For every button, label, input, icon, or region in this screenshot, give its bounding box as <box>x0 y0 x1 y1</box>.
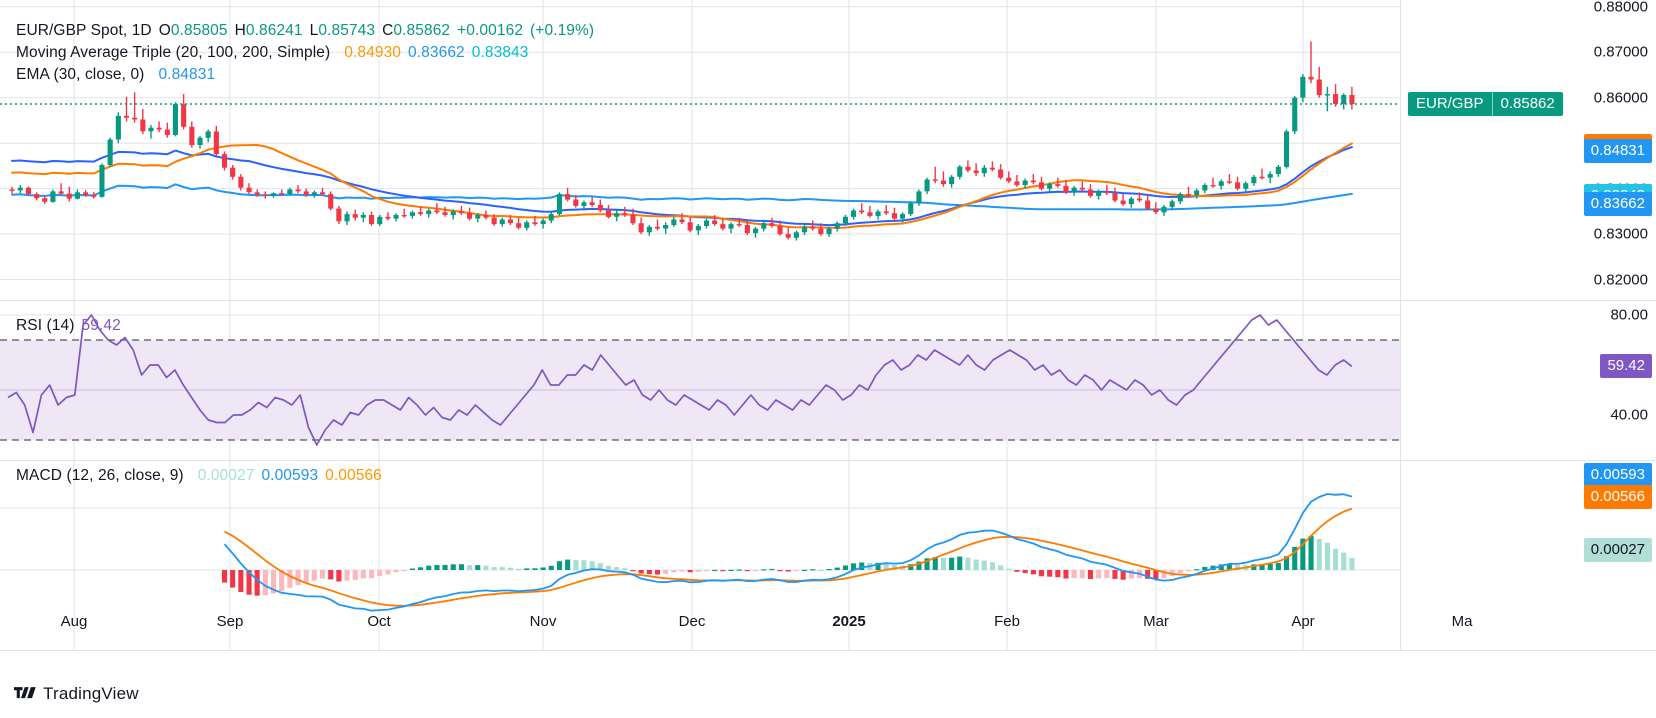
price-pane[interactable] <box>0 0 1400 300</box>
ohlc-high-label: H <box>234 22 246 39</box>
rsi-scale[interactable]: 80.00 40.00 59.42 <box>1400 300 1656 460</box>
last-price-value: 0.85862 <box>1500 95 1555 112</box>
tradingview-logo-text: TradingView <box>43 684 139 703</box>
pane-separator-rsi <box>0 300 1656 301</box>
ma-legend-value-100: 0.83662 <box>408 44 465 61</box>
tradingview-logo[interactable]: TradingView <box>14 684 139 704</box>
price-tick: 0.82000 <box>1593 271 1648 288</box>
ema-legend-title[interactable]: EMA (30, close, 0) <box>16 66 145 83</box>
macd-value-badge[interactable]: 0.00593 <box>1583 463 1652 487</box>
macd-signal-badge[interactable]: 0.00566 <box>1583 485 1652 509</box>
macd-legend[interactable]: MACD (12, 26, close, 9) 0.00027 0.00593 0.0… <box>16 466 382 485</box>
time-axis-label[interactable]: 2025 <box>832 613 866 630</box>
macd-legend-macd-value: 0.00593 <box>261 467 319 484</box>
time-axis-label[interactable]: Oct <box>367 613 391 630</box>
macd-pane-canvas[interactable] <box>0 460 1400 650</box>
price-tick: 0.87000 <box>1593 43 1648 61</box>
time-axis-label[interactable]: Dec <box>678 613 706 630</box>
time-axis-line <box>0 650 1656 651</box>
ma-legend[interactable]: Moving Average Triple (20, 100, 200, Sim… <box>16 43 529 62</box>
price-change-percent: (+0.19%) <box>530 22 595 39</box>
price-legend[interactable]: EUR/GBP Spot, 1D O0.85805 H0.86241 L0.85743… <box>16 21 594 40</box>
time-axis-label[interactable]: Sep <box>216 613 244 630</box>
time-axis-label[interactable]: Apr <box>1291 613 1315 630</box>
ma-legend-value-200: 0.83843 <box>471 44 529 61</box>
price-scale[interactable]: 0.880000.870000.860000.850000.840000.830… <box>1400 0 1656 300</box>
macd-legend-hist-value: 0.00027 <box>197 467 255 484</box>
rsi-legend[interactable]: RSI (14) 59.42 <box>16 316 121 335</box>
time-axis-label[interactable]: Feb <box>994 613 1020 630</box>
time-axis-label[interactable]: Aug <box>60 613 88 630</box>
ema-legend[interactable]: EMA (30, close, 0) 0.84831 <box>16 65 215 84</box>
price-legend-symbol[interactable]: EUR/GBP Spot, 1D <box>16 22 152 39</box>
ohlc-open-value: 0.85805 <box>170 22 228 39</box>
time-axis-label[interactable]: Mar <box>1143 613 1169 630</box>
rsi-legend-title[interactable]: RSI (14) <box>16 317 75 334</box>
macd-scale-separator <box>1400 460 1401 650</box>
ohlc-high-value: 0.86241 <box>245 22 303 39</box>
rsi-legend-value: 59.42 <box>81 317 121 334</box>
last-price-badge[interactable]: EUR/GBP 0.85862 <box>1408 92 1563 116</box>
rsi-tick: 80.00 <box>1610 306 1648 324</box>
ma-legend-value-20: 0.84930 <box>344 44 402 61</box>
price-tick: 0.83000 <box>1593 225 1648 243</box>
tradingview-logo-icon <box>14 686 36 702</box>
time-axis-label[interactable]: Ma <box>1451 613 1473 630</box>
badge-divider <box>1491 92 1493 116</box>
pane-separator-macd <box>0 460 1656 461</box>
rsi-pane[interactable] <box>0 300 1400 460</box>
ma-legend-title[interactable]: Moving Average Triple (20, 100, 200, Sim… <box>16 44 331 61</box>
ohlc-low-label: L <box>309 22 319 39</box>
rsi-scale-separator <box>1400 300 1401 460</box>
price-badge-ma100[interactable]: 0.83662 <box>1583 192 1652 216</box>
price-change-value: +0.00162 <box>457 22 524 39</box>
ohlc-close-label: C <box>382 22 394 39</box>
macd-hist-badge[interactable]: 0.00027 <box>1583 538 1652 562</box>
price-pane-canvas[interactable] <box>0 0 1400 300</box>
price-scale-separator <box>1400 0 1401 300</box>
price-tick: 0.88000 <box>1593 0 1648 16</box>
price-badge-ema30[interactable]: 0.84831 <box>1583 138 1652 163</box>
rsi-pane-canvas[interactable] <box>0 300 1400 460</box>
ohlc-open-label: O <box>158 22 171 39</box>
ohlc-close-value: 0.85862 <box>393 22 451 39</box>
macd-legend-signal-value: 0.00566 <box>325 467 382 484</box>
macd-pane[interactable] <box>0 460 1400 650</box>
price-tick: 0.86000 <box>1593 89 1648 107</box>
time-axis-label[interactable]: Nov <box>529 613 557 630</box>
ema-legend-value: 0.84831 <box>158 66 216 83</box>
rsi-value-badge[interactable]: 59.42 <box>1600 354 1652 379</box>
ohlc-low-value: 0.85743 <box>318 22 376 39</box>
rsi-tick: 40.00 <box>1610 406 1648 424</box>
macd-legend-title[interactable]: MACD (12, 26, close, 9) <box>16 467 184 484</box>
last-price-symbol: EUR/GBP <box>1416 95 1484 112</box>
